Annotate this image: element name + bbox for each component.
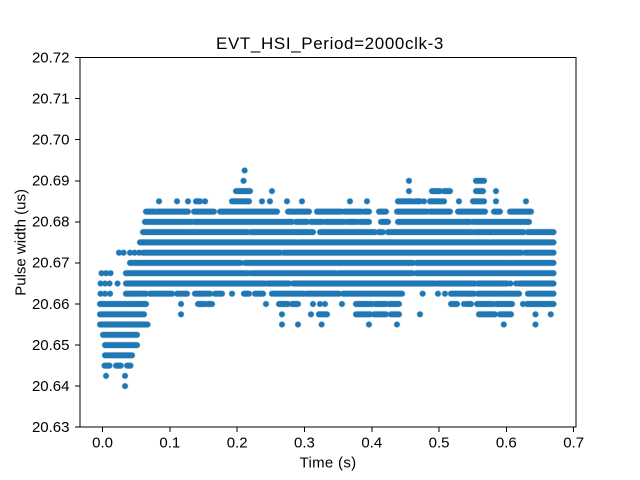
svg-text:EVT_HSI_Period=2000clk-3: EVT_HSI_Period=2000clk-3 xyxy=(216,34,444,53)
svg-text:20.63: 20.63 xyxy=(32,419,70,436)
svg-text:20.68: 20.68 xyxy=(32,214,70,231)
svg-text:0.0: 0.0 xyxy=(92,435,113,452)
svg-text:Pulse width (us): Pulse width (us) xyxy=(13,189,30,296)
svg-text:20.66: 20.66 xyxy=(32,296,70,313)
svg-text:20.69: 20.69 xyxy=(32,173,70,190)
svg-text:0.7: 0.7 xyxy=(563,435,584,452)
svg-text:0.5: 0.5 xyxy=(429,435,450,452)
svg-text:0.1: 0.1 xyxy=(159,435,180,452)
svg-text:Time (s): Time (s) xyxy=(300,455,357,472)
svg-text:0.3: 0.3 xyxy=(294,435,315,452)
svg-text:20.71: 20.71 xyxy=(32,90,70,107)
svg-text:20.65: 20.65 xyxy=(32,337,70,354)
svg-text:0.6: 0.6 xyxy=(496,435,517,452)
svg-text:20.64: 20.64 xyxy=(32,378,70,395)
svg-text:20.70: 20.70 xyxy=(32,132,70,149)
svg-text:20.72: 20.72 xyxy=(32,49,70,66)
svg-text:20.67: 20.67 xyxy=(32,255,70,272)
svg-text:0.2: 0.2 xyxy=(227,435,248,452)
svg-text:0.4: 0.4 xyxy=(361,435,382,452)
